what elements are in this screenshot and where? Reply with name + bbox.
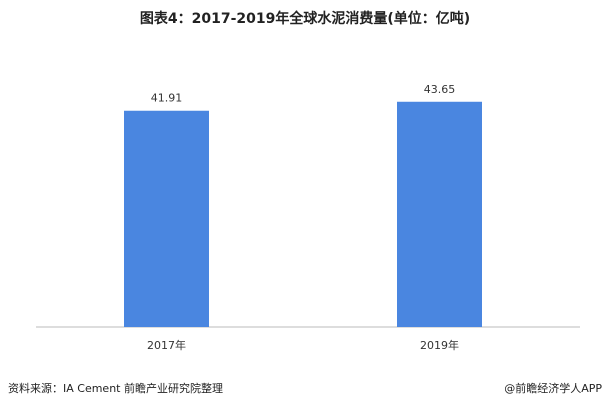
bar bbox=[124, 110, 209, 327]
value-label: 41.91 bbox=[151, 92, 183, 105]
x-tick-label: 2019年 bbox=[420, 338, 459, 352]
credit: @前瞻经济学人APP bbox=[504, 381, 602, 395]
source: 资料来源：IA Cement 前瞻产业研究院整理 bbox=[8, 381, 223, 395]
bar bbox=[397, 101, 482, 328]
value-label: 43.65 bbox=[424, 83, 456, 96]
chart-title: 图表4：2017-2019年全球水泥消费量(单位：亿吨) bbox=[140, 10, 470, 27]
x-tick-label: 2017年 bbox=[147, 338, 186, 352]
